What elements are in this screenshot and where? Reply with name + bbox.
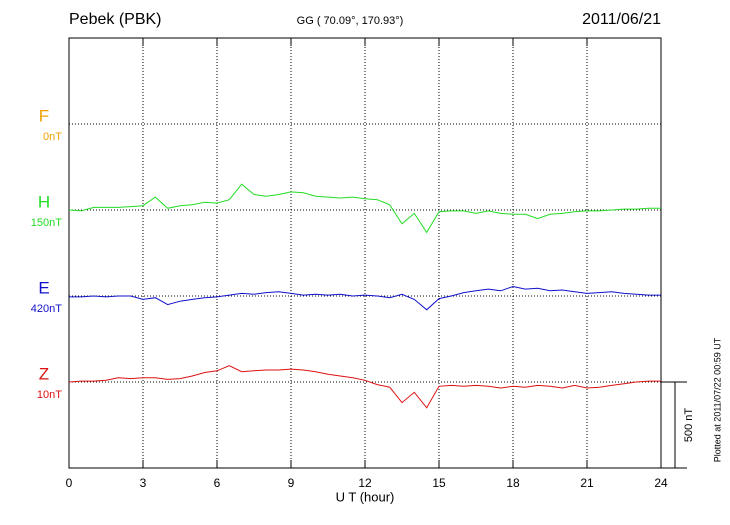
x-tick-label: 3 (140, 476, 147, 490)
x-tick-label: 21 (580, 476, 594, 490)
x-tick-label: 18 (506, 476, 520, 490)
chart-date: 2011/06/21 (582, 11, 661, 28)
channel-name: E (38, 278, 49, 297)
channel-baseline: 420nT (31, 303, 62, 315)
chart-subtitle: GG ( 70.09°, 170.93°) (297, 15, 404, 27)
channel-name: H (38, 192, 50, 211)
plot-note: Plotted at 2011/07/22 00:59 UT (712, 337, 722, 462)
channel-baseline: 150nT (31, 217, 62, 229)
trace (69, 285, 661, 311)
x-tick-label: 6 (214, 476, 221, 490)
chart-title: Pebek (PBK) (69, 11, 161, 28)
plot-frame (68, 37, 662, 469)
x-axis-label: U T (hour) (336, 489, 395, 504)
channel-baseline: 10nT (37, 389, 62, 401)
x-tick-label: 12 (358, 476, 372, 490)
channel-name: Z (39, 364, 49, 383)
x-tick-label: 9 (288, 476, 295, 490)
x-tick-label: 15 (432, 476, 446, 490)
scale-bar-label: 500 nT (683, 408, 695, 443)
channel-baseline: 0nT (43, 131, 62, 143)
trace (68, 365, 661, 409)
x-tick-label: 24 (654, 476, 668, 490)
trace (68, 183, 661, 234)
channel-name: F (39, 106, 49, 125)
x-tick-label: 0 (66, 476, 73, 490)
